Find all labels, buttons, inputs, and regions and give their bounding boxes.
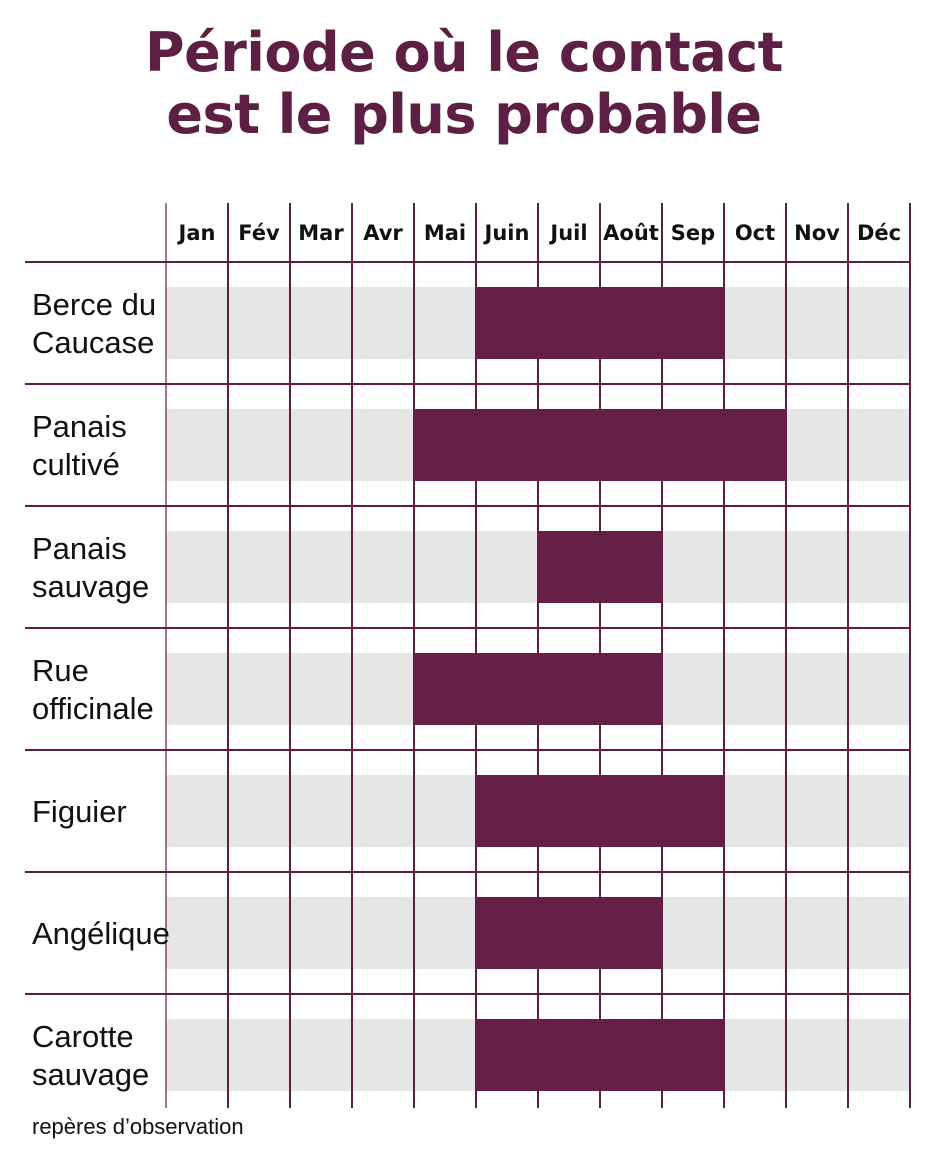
month-label: Déc (857, 221, 901, 245)
row-label: Rue (32, 653, 89, 688)
month-label: Avr (363, 221, 403, 245)
chart-title-line-1: Période où le contact (145, 21, 783, 84)
month-label: Jan (177, 221, 216, 245)
row-label: officinale (32, 691, 154, 726)
row-label: sauvage (32, 569, 149, 604)
month-label: Août (603, 221, 659, 245)
month-label: Mar (298, 221, 344, 245)
month-label: Juil (548, 221, 587, 245)
footnote: repères d’observation (32, 1114, 244, 1139)
row-label: Panais (32, 409, 127, 444)
month-label: Juin (483, 221, 530, 245)
row-label: Berce du (32, 287, 156, 322)
bar (476, 775, 724, 847)
month-label: Sep (671, 221, 715, 245)
row-label: Carotte (32, 1019, 134, 1054)
bar (414, 409, 786, 481)
chart-title-line-2: est le plus probable (166, 83, 762, 146)
row-label: cultivé (32, 447, 120, 482)
chart-title: Période où le contact est le plus probab… (0, 22, 928, 146)
month-label: Mai (424, 221, 466, 245)
bar (476, 897, 662, 969)
bar (476, 1019, 724, 1091)
bar (538, 531, 662, 603)
row-label: Panais (32, 531, 127, 566)
row-label: sauvage (32, 1057, 149, 1092)
row-label: Figuier (32, 794, 127, 829)
row-label: Angélique (32, 916, 170, 951)
month-label: Fév (238, 221, 280, 245)
bar (414, 653, 662, 725)
month-label: Nov (794, 221, 840, 245)
row-label: Caucase (32, 325, 154, 360)
bar (476, 287, 724, 359)
month-label: Oct (735, 221, 775, 245)
